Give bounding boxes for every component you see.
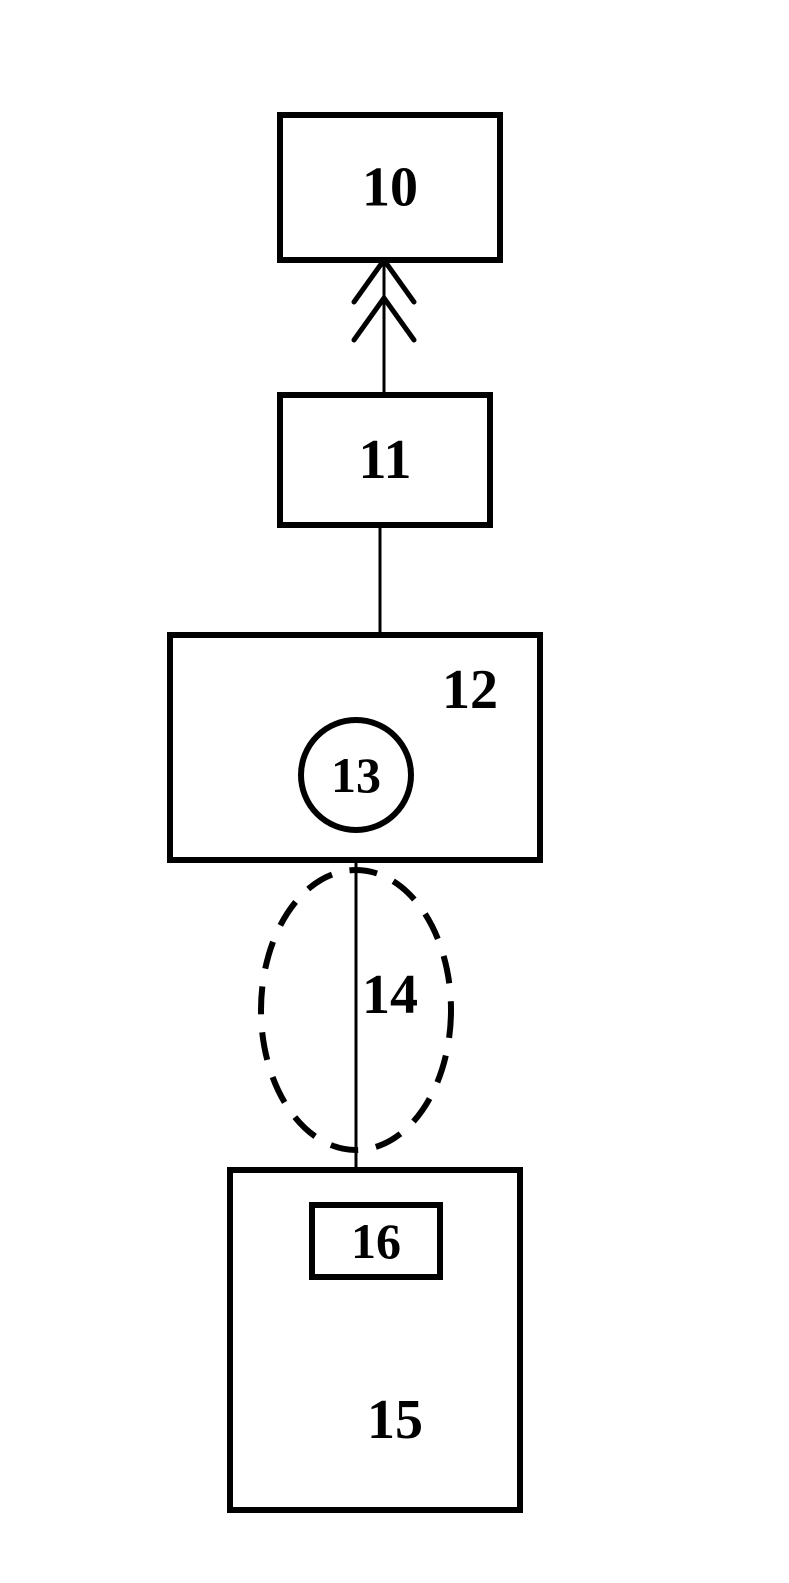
label-15: 15 [367, 1389, 423, 1451]
label-10: 10 [362, 157, 418, 219]
label-12: 12 [442, 659, 498, 721]
label-16: 16 [351, 1213, 401, 1269]
label-14: 14 [362, 964, 418, 1026]
label-11: 11 [359, 429, 412, 491]
label-13: 13 [331, 747, 381, 803]
